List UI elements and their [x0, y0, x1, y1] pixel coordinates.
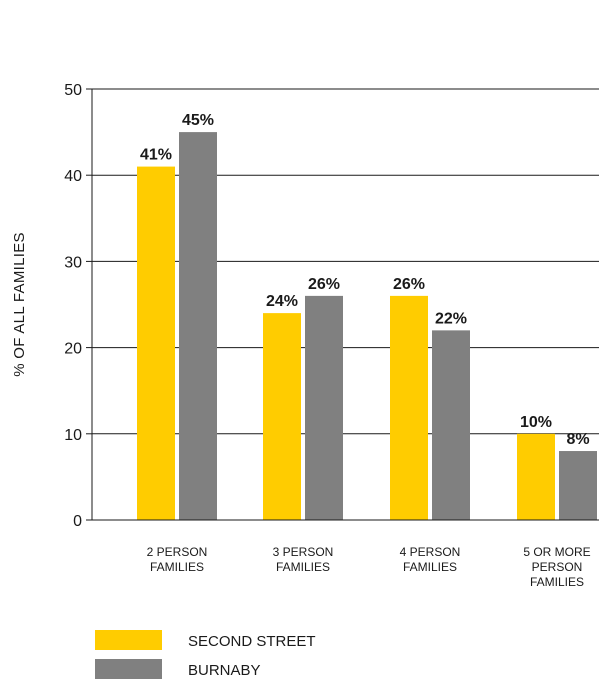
legend-swatch [95, 630, 162, 650]
x-tick-label: 5 OR MORE PERSON FAMILIES [523, 545, 590, 589]
data-label: 24% [266, 293, 298, 310]
data-label: 45% [182, 112, 214, 129]
x-tick-label: 2 PERSON FAMILIES [147, 545, 208, 574]
bar-burnaby [179, 132, 217, 520]
bar-second-street [137, 166, 175, 520]
y-tick-label: 50 [64, 82, 82, 99]
bar-second-street [517, 433, 555, 520]
legend-label: SECOND STREET [188, 633, 316, 650]
x-tick-label: 4 PERSON FAMILIES [400, 545, 461, 574]
bar-burnaby [432, 330, 470, 520]
legend: SECOND STREET BURNABY [95, 630, 316, 679]
y-tick-label: 10 [64, 427, 82, 444]
bars [137, 132, 597, 520]
y-tick-label: 0 [73, 513, 82, 530]
data-label: 8% [566, 431, 589, 448]
bar-burnaby [559, 451, 597, 520]
bar-second-street [263, 313, 301, 520]
legend-swatch [95, 659, 162, 679]
legend-label: BURNABY [188, 662, 261, 679]
y-tick-label: 30 [64, 254, 82, 271]
y-axis-title: % OF ALL FAMILIES [11, 232, 28, 377]
axes: 0 10 20 30 40 50 % OF ALL FAMILIES 2 PERSON FAMI… [11, 82, 599, 589]
y-tick-label: 20 [64, 341, 82, 358]
data-label: 10% [520, 414, 552, 431]
data-labels: 41% 45% 24% 26% 26% 22% 10% 8% [140, 112, 590, 448]
data-label: 26% [393, 276, 425, 293]
data-label: 26% [308, 276, 340, 293]
data-label: 22% [435, 310, 467, 327]
y-tick-label: 40 [64, 168, 82, 185]
x-tick-label: 3 PERSON FAMILIES [273, 545, 334, 574]
bar-burnaby [305, 295, 343, 520]
bar-second-street [390, 295, 428, 520]
data-label: 41% [140, 147, 172, 164]
gridlines [92, 88, 599, 435]
